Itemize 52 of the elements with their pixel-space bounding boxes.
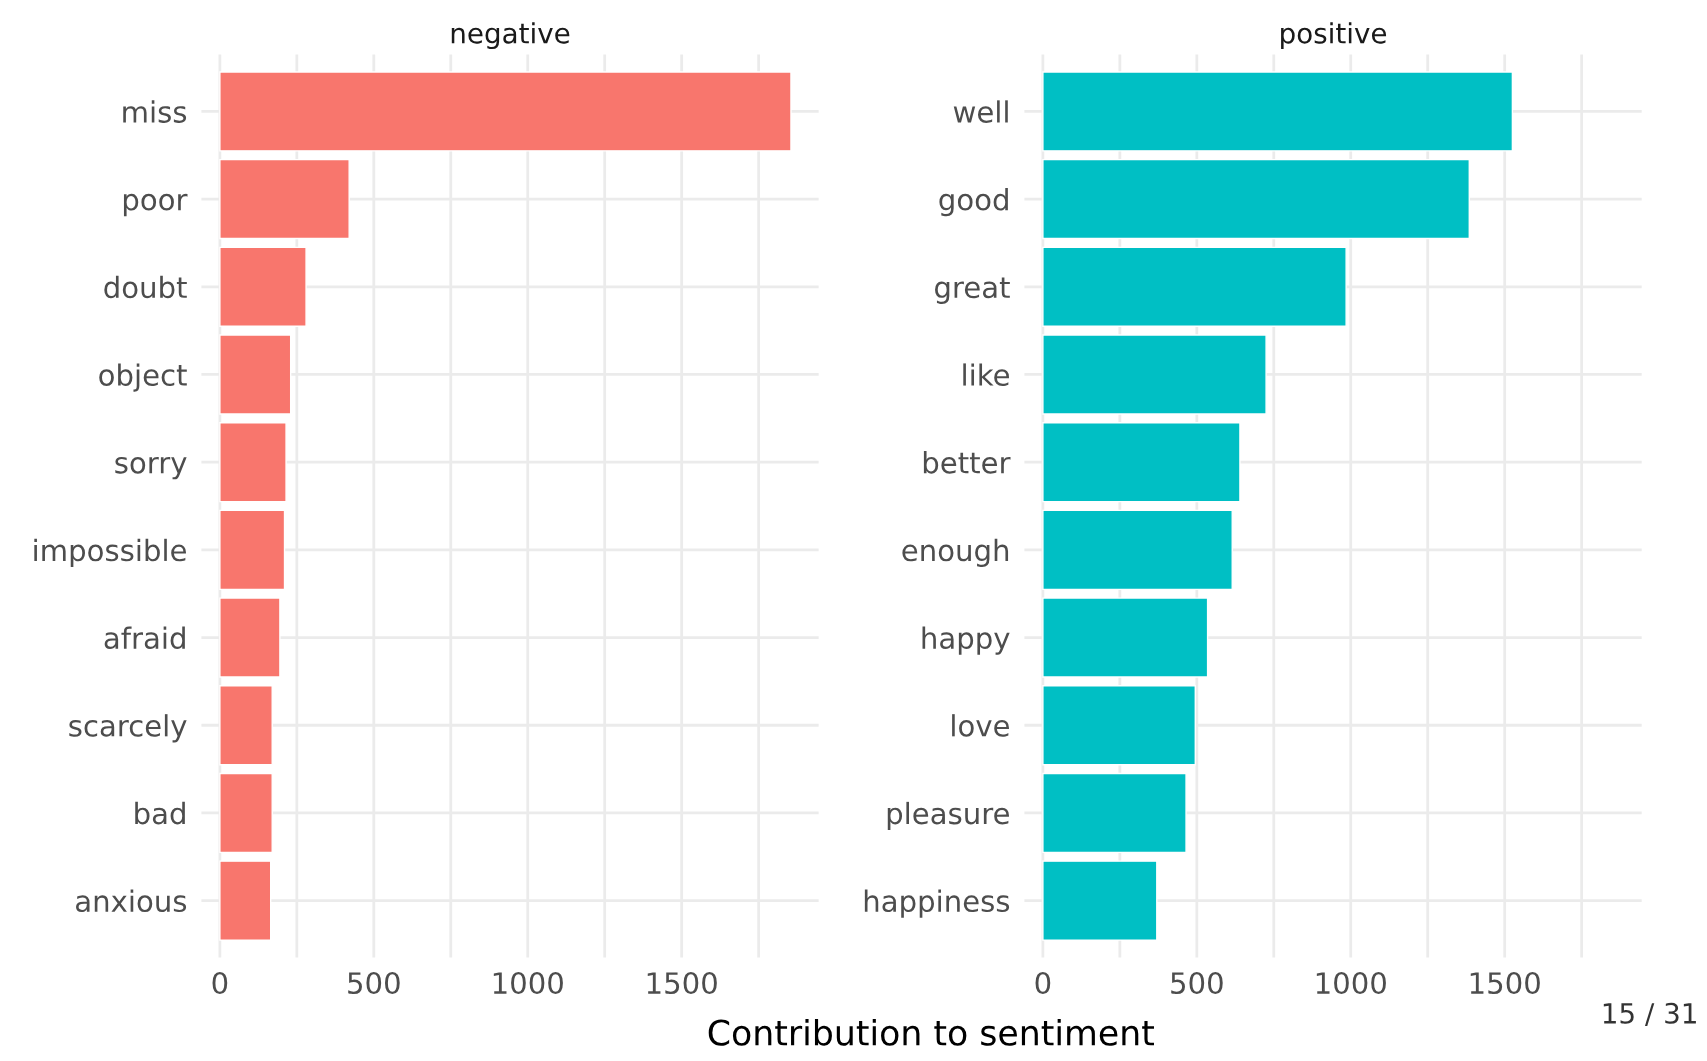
bar [1042,772,1187,854]
x-tick-label: 0 [212,972,228,995]
y-tick-label: sorry [115,456,187,480]
bar [219,860,272,941]
bar [219,334,292,415]
x-tick-label: 1500 [1470,972,1540,995]
y-tick-label: afraid [104,626,185,650]
bar [219,685,273,766]
y-tick-label: well [953,100,1008,123]
bar [1042,158,1470,240]
x-tick-label: 0 [1035,972,1051,995]
x-tick-label: 500 [348,972,400,995]
bar [1042,334,1267,415]
bar [1042,422,1241,503]
y-tick-label: happiness [864,889,1010,918]
y-tick-label: happy [922,626,1010,655]
y-tick-label: good [939,188,1008,217]
y-tick-label: enough [902,538,1009,568]
bar [1042,246,1347,327]
y-tick-label: anxious [76,889,187,913]
bar [1042,71,1514,152]
x-axis-title: Contribution to sentiment [708,1018,1154,1046]
y-tick-label: object [99,363,187,392]
y-tick-label: pleasure [887,801,1009,831]
y-tick-label: impossible [34,538,186,568]
text: 15 / 31 [1603,1002,1696,1026]
chart-title: positive [1281,22,1387,50]
y-tick-label: great [935,277,1010,304]
y-tick-label: poor [123,193,188,217]
x-tick-label: 1500 [647,972,717,995]
y-tick-label: bad [135,801,185,825]
x-tick-label: 1000 [493,972,563,995]
bar [219,597,281,678]
y-tick-label: doubt [104,275,187,299]
bar [219,158,350,240]
y-tick-label: love [952,714,1009,737]
bar [1042,509,1233,591]
bar [219,246,307,327]
x-tick-label: 500 [1171,972,1223,995]
bar [1042,860,1158,941]
bar [1042,685,1196,766]
y-tick-label: miss [123,100,187,123]
y-tick-label: scarcely [69,714,187,743]
bar [219,772,273,854]
bar [219,422,287,503]
bar [219,509,286,591]
bar [1042,597,1209,678]
y-tick-label: better [923,451,1011,474]
x-tick-label: 1000 [1316,972,1386,995]
chart-title: negative [451,22,570,50]
bar [219,71,792,152]
y-tick-label: like [963,363,1009,386]
